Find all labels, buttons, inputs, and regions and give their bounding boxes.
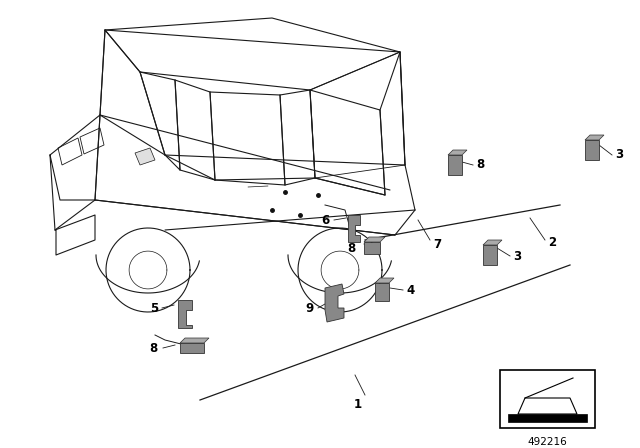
Polygon shape [585, 135, 604, 140]
Text: 8: 8 [476, 159, 484, 172]
Polygon shape [483, 240, 502, 245]
Polygon shape [364, 237, 385, 242]
Polygon shape [375, 283, 389, 301]
Text: 4: 4 [406, 284, 414, 297]
Polygon shape [448, 155, 462, 175]
Polygon shape [508, 414, 587, 422]
Text: 7: 7 [433, 238, 441, 251]
Polygon shape [178, 300, 192, 328]
Text: 6: 6 [322, 214, 330, 227]
Polygon shape [180, 343, 204, 353]
Polygon shape [375, 278, 394, 283]
Text: 3: 3 [615, 148, 623, 161]
Text: 8: 8 [150, 341, 158, 354]
Polygon shape [364, 242, 380, 254]
Text: 1: 1 [354, 399, 362, 412]
Text: 492216: 492216 [527, 437, 567, 447]
Text: 9: 9 [306, 302, 314, 314]
Text: 8: 8 [347, 241, 355, 254]
Polygon shape [585, 140, 599, 160]
Polygon shape [348, 215, 360, 242]
Polygon shape [483, 245, 497, 265]
Text: 2: 2 [548, 236, 556, 249]
Polygon shape [180, 338, 209, 343]
Polygon shape [448, 150, 467, 155]
Polygon shape [325, 284, 344, 322]
Text: 5: 5 [150, 302, 158, 314]
Bar [500, 370, 595, 428]
Text: 3: 3 [513, 250, 521, 263]
Polygon shape [135, 148, 155, 165]
